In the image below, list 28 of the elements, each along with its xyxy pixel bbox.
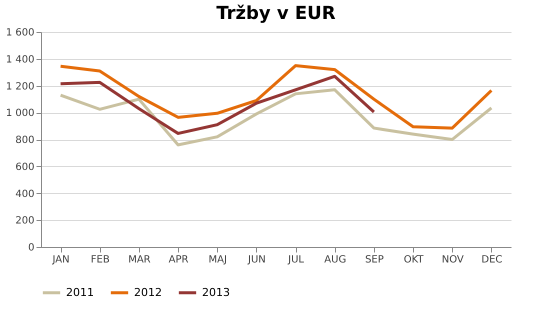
y-tick-label: 1 600 <box>6 28 34 38</box>
line-series <box>59 64 493 130</box>
y-tick-label: 1 000 <box>6 108 34 120</box>
y-tick-label: 600 <box>15 162 34 173</box>
line-series <box>59 88 493 146</box>
line-series <box>59 74 376 135</box>
x-tick-label: APR <box>168 254 189 266</box>
y-tick-label: 1 200 <box>6 81 34 92</box>
x-tick-label: JAN <box>52 254 70 266</box>
legend-label: 2011 <box>66 286 94 299</box>
legend-label: 2012 <box>134 286 162 299</box>
y-tick-label: 800 <box>15 135 34 146</box>
x-tick-label: SEP <box>365 254 384 266</box>
x-tick-label: JUL <box>287 254 304 266</box>
x-tick-label: JUN <box>247 254 266 266</box>
x-tick-label: OKT <box>404 254 424 266</box>
y-tick-label: 200 <box>15 216 34 227</box>
y-tick-label: 0 <box>28 242 34 254</box>
x-tick-label: AUG <box>324 254 346 266</box>
x-tick-label: MAJ <box>208 254 227 266</box>
x-tick-label: NOV <box>442 254 464 266</box>
y-tick-label: 400 <box>15 188 34 200</box>
legend-label: 2013 <box>202 286 230 299</box>
y-tick-label: 1 400 <box>6 54 34 66</box>
chart-title: Tržby v EUR <box>216 3 336 24</box>
x-tick-label: MAR <box>128 254 151 266</box>
x-tick-label: DEC <box>481 254 502 266</box>
x-tick-label: FEB <box>90 254 110 266</box>
